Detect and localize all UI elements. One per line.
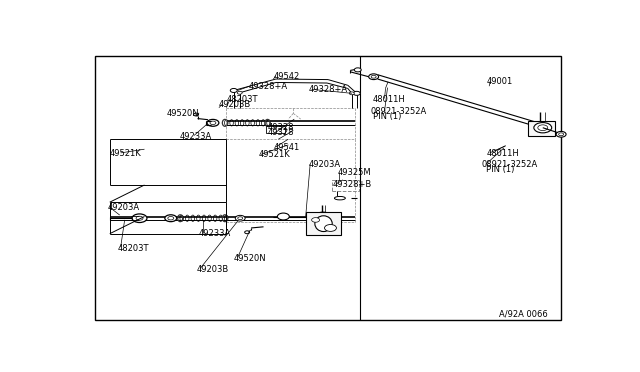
Ellipse shape: [315, 216, 332, 231]
Ellipse shape: [277, 213, 289, 220]
Text: 49325M: 49325M: [338, 168, 372, 177]
Text: 49521K: 49521K: [259, 150, 291, 160]
Ellipse shape: [534, 122, 552, 133]
Ellipse shape: [369, 74, 379, 80]
Ellipse shape: [349, 92, 355, 95]
Ellipse shape: [309, 212, 337, 235]
Bar: [528, 121, 555, 136]
Text: 49328+B: 49328+B: [333, 180, 372, 189]
Text: 49541: 49541: [273, 143, 300, 152]
Text: 49542: 49542: [273, 72, 300, 81]
Bar: [266, 126, 285, 132]
Text: 49233A: 49233A: [179, 132, 211, 141]
Text: 48203T: 48203T: [227, 94, 258, 103]
Text: 49520N: 49520N: [167, 109, 200, 118]
Ellipse shape: [312, 218, 319, 222]
Ellipse shape: [324, 225, 337, 231]
Ellipse shape: [355, 68, 361, 72]
Text: 49328: 49328: [268, 123, 294, 132]
Text: A/92A 0066: A/92A 0066: [499, 310, 548, 318]
Text: 08921-3252A: 08921-3252A: [370, 108, 426, 116]
Text: 49521K: 49521K: [110, 149, 141, 158]
Text: PIN (1): PIN (1): [486, 165, 514, 174]
Ellipse shape: [353, 92, 360, 95]
Ellipse shape: [165, 215, 177, 222]
Text: 49328+A: 49328+A: [308, 86, 348, 94]
Bar: [306, 212, 341, 235]
Text: 49203A: 49203A: [308, 160, 340, 169]
Text: 49203B: 49203B: [196, 265, 229, 274]
Text: 49328: 49328: [268, 128, 294, 137]
Text: 48011H: 48011H: [486, 149, 520, 158]
Text: 49203B: 49203B: [219, 100, 251, 109]
Text: 48011H: 48011H: [372, 94, 405, 103]
Ellipse shape: [335, 196, 346, 200]
Text: 08921-3252A: 08921-3252A: [482, 160, 538, 169]
Ellipse shape: [556, 131, 566, 137]
Text: 49328+A: 49328+A: [249, 82, 288, 91]
Ellipse shape: [207, 119, 219, 126]
Text: 49203A: 49203A: [108, 203, 140, 212]
Text: PIN (1): PIN (1): [372, 112, 401, 121]
Ellipse shape: [230, 89, 237, 93]
Text: 49001: 49001: [486, 77, 513, 86]
Bar: [332, 180, 359, 191]
Text: 49233A: 49233A: [199, 229, 231, 238]
Ellipse shape: [132, 214, 147, 222]
Ellipse shape: [236, 215, 245, 221]
Text: 48203T: 48203T: [117, 244, 148, 253]
Ellipse shape: [237, 92, 242, 94]
Text: 49520N: 49520N: [234, 254, 266, 263]
